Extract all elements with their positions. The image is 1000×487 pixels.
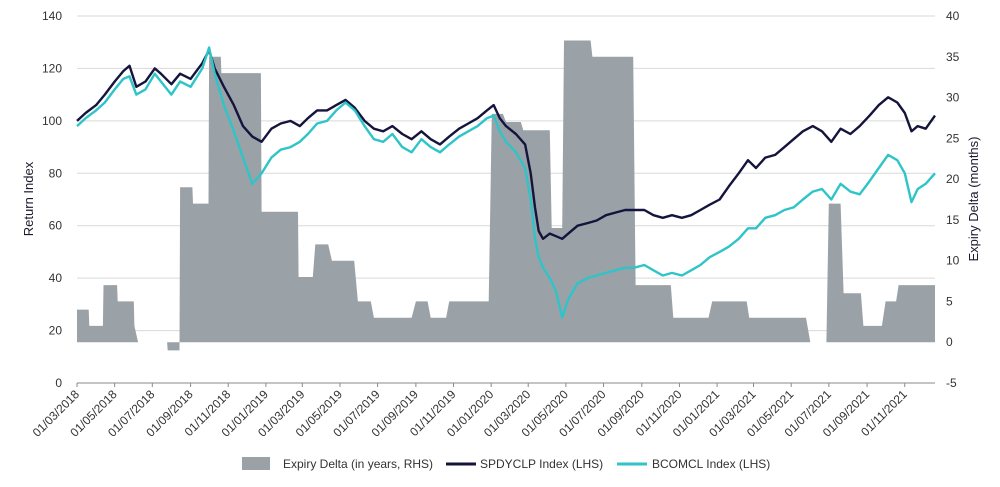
index-lines-layer — [76, 46, 936, 319]
legend-swatch — [242, 457, 270, 470]
right-tick-label: 30 — [946, 91, 960, 105]
legend-item: SPDYCLP Index (LHS) — [446, 457, 603, 471]
left-tick-label: 60 — [49, 219, 63, 233]
spdyclp-series-line — [76, 48, 936, 241]
left-tick-label: 0 — [55, 376, 62, 390]
legend-label: Expiry Delta (in years, RHS) — [283, 457, 433, 471]
right-tick-label: 25 — [946, 131, 960, 145]
legend-label: BCOMCL Index (LHS) — [652, 457, 770, 471]
left-tick-label: 20 — [49, 324, 63, 338]
expiry-delta-area-layer — [77, 40, 935, 351]
right-tick-label: 5 — [946, 294, 953, 308]
right-tick-label: -5 — [946, 376, 957, 390]
x-axis-ticks: 01/03/201801/05/201801/07/201801/09/2018… — [30, 383, 910, 440]
bcomcl-series-line — [76, 46, 936, 319]
right-tick-label: 35 — [946, 50, 960, 64]
legend-item: Expiry Delta (in years, RHS) — [242, 457, 433, 471]
legend-label: SPDYCLP Index (LHS) — [480, 457, 603, 471]
right-tick-label: 15 — [946, 213, 960, 227]
left-tick-label: 120 — [42, 61, 62, 75]
left-axis-title: Return Index — [21, 161, 36, 236]
expiry-delta-area — [77, 40, 935, 351]
right-tick-label: 20 — [946, 172, 960, 186]
right-tick-label: 40 — [946, 9, 960, 23]
left-tick-label: 40 — [49, 271, 63, 285]
legend-item: BCOMCL Index (LHS) — [617, 457, 770, 471]
right-tick-label: 0 — [946, 335, 953, 349]
left-tick-label: 100 — [42, 114, 62, 128]
right-axis-ticks: -5 0 5 10 15 20 25 30 35 40 — [946, 9, 960, 390]
right-axis-title: Expiry Delta (months) — [966, 137, 981, 262]
right-tick-label: 10 — [946, 254, 960, 268]
left-axis-ticks: 0 20 40 60 80 100 120 140 — [42, 9, 62, 390]
legend: Expiry Delta (in years, RHS) SPDYCLP Inde… — [242, 457, 770, 471]
left-tick-label: 140 — [42, 9, 62, 23]
left-tick-label: 80 — [49, 166, 63, 180]
